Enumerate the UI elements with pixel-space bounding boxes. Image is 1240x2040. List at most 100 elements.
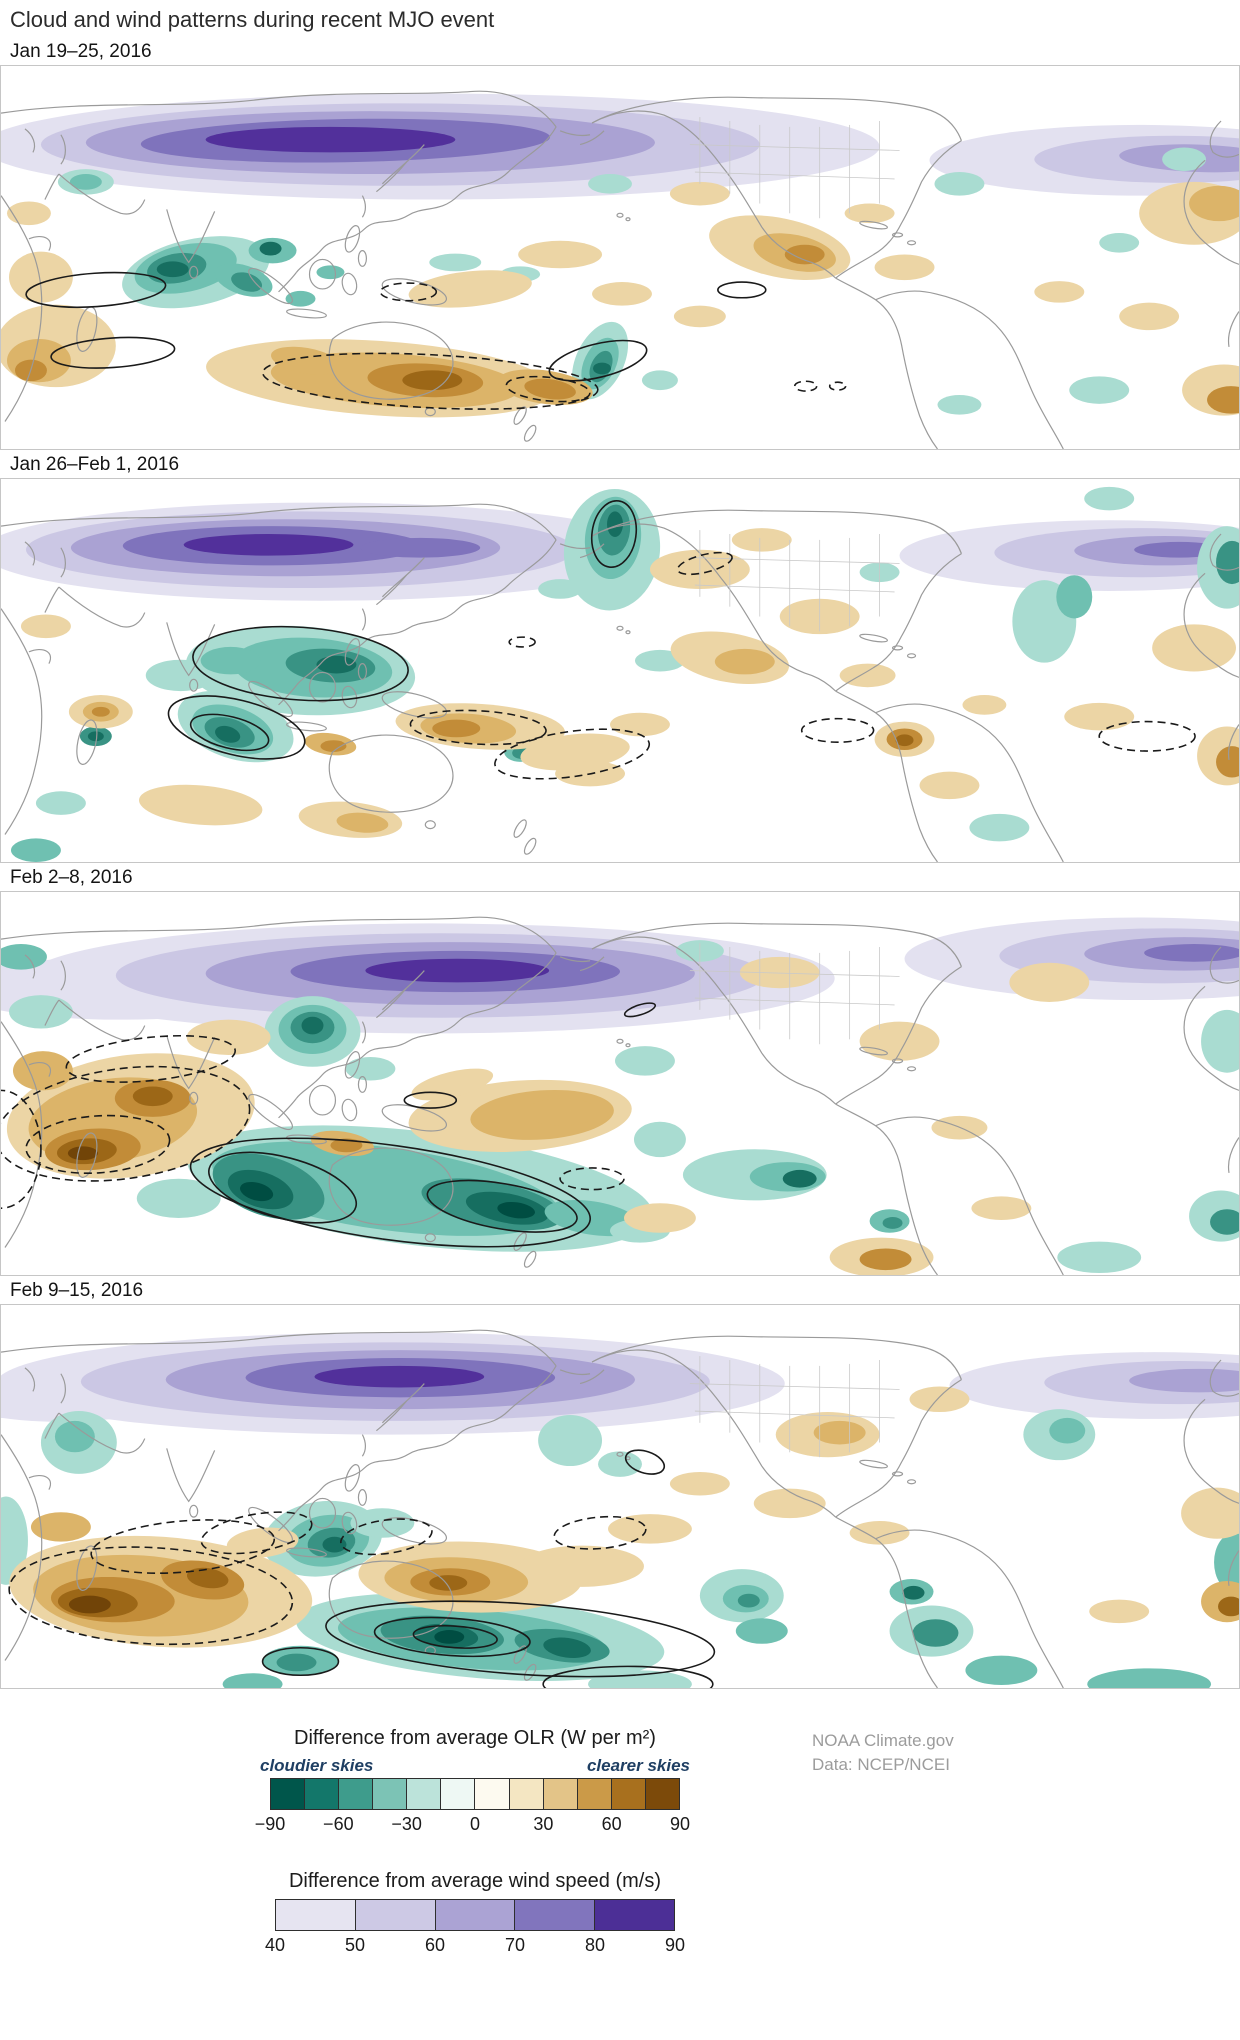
colorbar-cell xyxy=(645,1779,679,1809)
negative-contour-line xyxy=(262,352,599,410)
clear-anomaly-blob xyxy=(623,1203,696,1233)
olr-contour-lines xyxy=(25,271,847,410)
cloudy-anomaly-blob xyxy=(240,1181,274,1202)
map-panel: Jan 26–Feb 1, 2016 xyxy=(0,450,1240,863)
cloudy-anomaly-blob xyxy=(285,290,316,307)
negative-contour-line xyxy=(90,1519,276,1574)
tick-label: 0 xyxy=(469,1814,481,1834)
cloudy-anomaly-blob xyxy=(615,1046,675,1076)
clear-anomaly-blob xyxy=(784,244,825,265)
cloudy-anomaly-blob xyxy=(593,362,612,375)
clear-anomaly-blob xyxy=(608,1514,692,1544)
tick-label: −90 xyxy=(254,1814,286,1834)
panels: Jan 19–25, 2016 Jan 26–Feb 1, 2016 Feb 2… xyxy=(0,37,1240,1689)
wind-anomaly-shading xyxy=(1,917,1239,1034)
colorbar-cell xyxy=(611,1779,646,1809)
clear-anomaly-blob xyxy=(138,784,263,826)
clear-anomaly-blob xyxy=(859,1021,940,1061)
cloudy-anomaly-blob xyxy=(497,1201,535,1219)
positive-contour-line xyxy=(426,1179,578,1233)
positive-contour-line xyxy=(208,1151,358,1224)
positive-contour-line xyxy=(373,1616,531,1658)
positive-contour-line xyxy=(403,1091,458,1109)
clear-anomaly-blob xyxy=(1189,185,1239,222)
clear-anomaly-blob xyxy=(186,1567,229,1589)
colorbar-cell xyxy=(595,1900,674,1930)
map-panel: Feb 9–15, 2016 xyxy=(0,1276,1240,1689)
cloudy-anomaly-blob xyxy=(429,253,482,272)
negative-contour-line xyxy=(559,1167,625,1191)
cloudy-anomaly-blob xyxy=(222,1673,283,1688)
clear-anomaly-blob xyxy=(895,734,914,747)
credits: NOAA Climate.gov Data: NCEP/NCEI xyxy=(812,1729,954,1777)
cloudier-skies-label: cloudier skies xyxy=(260,1756,374,1775)
cloudy-anomaly-blob xyxy=(782,1169,817,1188)
clear-anomaly-blob xyxy=(526,1098,599,1126)
negative-contour-line xyxy=(200,1511,313,1555)
negative-contour-line xyxy=(828,381,847,391)
clear-anomaly-blob xyxy=(67,1146,98,1161)
olr-legend-sublabels: cloudier skies clearer skies xyxy=(260,1756,690,1776)
clear-anomaly-blob xyxy=(330,1138,363,1153)
map-canvas xyxy=(0,891,1240,1276)
positive-contour-line xyxy=(261,1646,340,1677)
panel-date-label: Feb 2–8, 2016 xyxy=(10,867,133,888)
cloudy-anomaly-blob xyxy=(1210,1209,1239,1235)
clear-anomaly-blob xyxy=(1207,386,1239,414)
clear-anomaly-blob xyxy=(271,346,340,375)
olr-legend: Difference from average OLR (W per m²) c… xyxy=(0,1727,950,1840)
cloudy-anomaly-blob xyxy=(276,1653,317,1672)
positive-contour-line xyxy=(590,500,638,568)
cloudy-anomaly-blob xyxy=(1084,486,1135,511)
negative-contour-line xyxy=(505,375,591,403)
cloudy-anomaly-blob xyxy=(633,1121,686,1158)
credit-data-source: Data: NCEP/NCEI xyxy=(812,1754,950,1774)
clear-anomaly-blob xyxy=(731,528,792,552)
olr-legend-title: Difference from average OLR (W per m²) xyxy=(294,1727,656,1749)
credit-climate-gov: NOAA Climate.gov xyxy=(812,1731,954,1750)
cloudy-anomaly-blob xyxy=(156,261,189,278)
cloudy-anomaly-blob xyxy=(316,655,357,674)
negative-contour-line xyxy=(1098,720,1196,752)
cloudy-anomaly-blob xyxy=(882,1217,903,1229)
clear-anomaly-blob xyxy=(408,270,532,308)
cloudy-anomaly-blob xyxy=(345,1056,396,1081)
clear-anomaly-blob xyxy=(610,712,670,737)
wind-anomaly-shading xyxy=(1,502,1239,601)
olr-colorbar xyxy=(270,1778,680,1810)
positive-contour-line xyxy=(192,625,409,702)
clear-anomaly-blob xyxy=(432,719,481,738)
negative-contour-line xyxy=(379,282,438,302)
tick-label: 80 xyxy=(584,1935,606,1955)
cloudy-anomaly-blob xyxy=(215,725,241,743)
clear-anomaly-blob xyxy=(909,1386,970,1413)
colorbar-cell xyxy=(407,1779,442,1809)
wind-blob xyxy=(365,958,550,983)
colorbar-cell xyxy=(509,1779,544,1809)
cloudy-anomaly-blob xyxy=(737,1593,760,1608)
tick-label: 30 xyxy=(533,1814,554,1834)
positive-contour-line xyxy=(25,271,167,309)
clear-anomaly-blob xyxy=(813,1420,866,1445)
cloudy-anomaly-blob xyxy=(735,1618,788,1644)
wind-blob xyxy=(360,537,481,558)
clear-anomaly-blob xyxy=(592,282,652,306)
cloudy-anomaly-blob xyxy=(902,1585,925,1600)
cloudy-anomaly-blob xyxy=(969,813,1030,842)
map-canvas xyxy=(0,478,1240,863)
wind-blob xyxy=(314,1365,485,1388)
clear-anomaly-blob xyxy=(68,1595,111,1614)
wind-colorbar xyxy=(275,1899,675,1931)
olr-anomaly-shading xyxy=(1,147,1239,418)
clear-anomaly-blob xyxy=(1009,962,1090,1002)
cloudy-anomaly-blob xyxy=(200,646,261,675)
positive-contour-line xyxy=(623,1002,657,1018)
clear-anomaly-blob xyxy=(30,1512,91,1542)
negative-contour-line xyxy=(508,636,536,648)
clear-anomaly-blob xyxy=(91,706,110,717)
clear-anomaly-blob xyxy=(524,378,576,400)
clear-anomaly-blob xyxy=(919,771,980,800)
colorbar-cell xyxy=(515,1900,596,1930)
clear-anomaly-blob xyxy=(320,740,347,753)
panel-date-label: Jan 19–25, 2016 xyxy=(10,41,152,62)
